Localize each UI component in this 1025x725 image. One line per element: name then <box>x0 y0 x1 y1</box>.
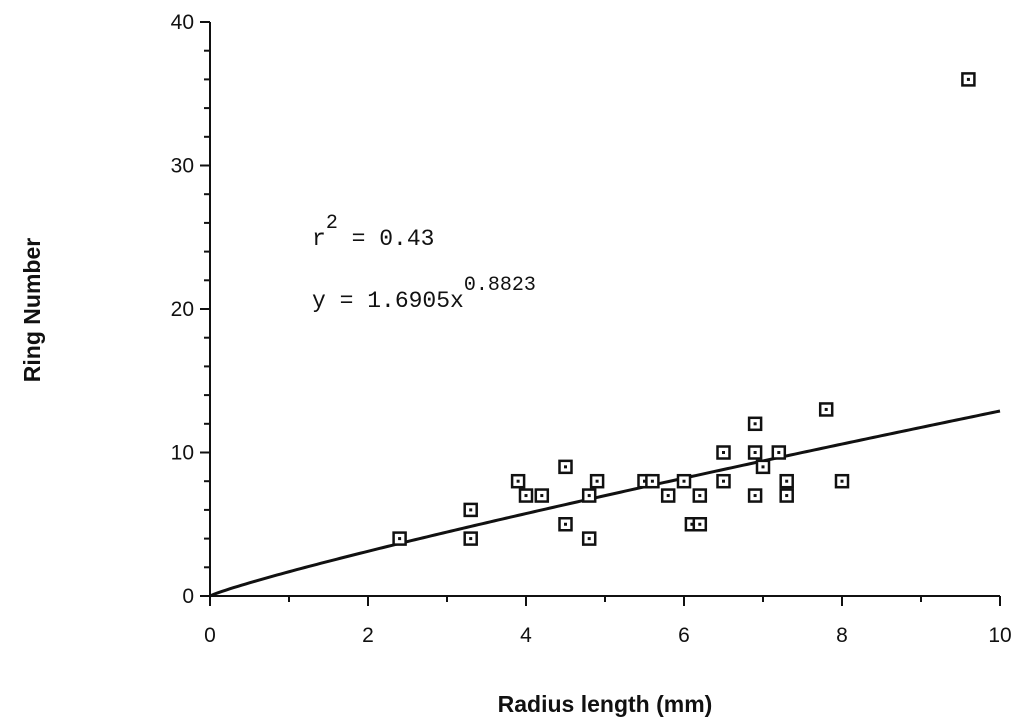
data-point <box>558 517 573 532</box>
fit-equation-exponent: 0.8823 <box>464 274 536 297</box>
point-center <box>469 508 473 512</box>
point-center <box>761 465 765 469</box>
point-center <box>966 77 970 81</box>
point-center <box>643 479 646 483</box>
data-point <box>392 531 407 546</box>
point-center <box>722 479 725 483</box>
point-center <box>650 479 654 483</box>
data-point <box>692 517 708 532</box>
x-axis-title: Radius length (mm) <box>498 691 713 717</box>
point-center <box>753 494 757 498</box>
fit-equation-base: y = 1.6905x <box>312 288 464 314</box>
y-tick-label: 30 <box>171 155 194 178</box>
point-center <box>824 407 828 411</box>
point-center <box>564 465 567 469</box>
point-center <box>587 537 591 541</box>
data-point <box>779 488 794 503</box>
point-center <box>524 494 528 498</box>
y-tick-label: 20 <box>171 298 194 321</box>
point-center <box>785 479 789 483</box>
point-center <box>722 451 725 454</box>
data-point <box>558 459 573 475</box>
y-tick-label: 10 <box>171 442 194 465</box>
fit-equation-annotation: y = 1.6905x0.8823 <box>312 274 536 314</box>
data-point <box>818 402 834 417</box>
point-center <box>595 479 599 483</box>
data-point <box>589 473 605 489</box>
data-point <box>716 445 731 460</box>
point-center <box>398 537 402 541</box>
data-point <box>534 488 550 503</box>
r-squared-superscript: 2 <box>326 212 338 235</box>
data-points <box>392 72 976 546</box>
point-center <box>753 422 757 426</box>
point-center <box>690 522 694 526</box>
data-point <box>581 531 597 546</box>
x-tick-label: 2 <box>362 624 374 647</box>
x-tick-label: 4 <box>520 624 532 647</box>
point-center <box>516 479 520 483</box>
data-point <box>747 488 763 503</box>
data-point <box>961 72 976 87</box>
data-point <box>692 488 708 503</box>
data-point <box>747 445 763 460</box>
x-tick-label: 6 <box>678 624 690 647</box>
ticks: 0 2 4 6 8 10 0 10 20 30 40 <box>171 11 1012 647</box>
data-point <box>463 502 478 518</box>
r-squared-base: r <box>312 226 326 252</box>
r-squared-value: = 0.43 <box>338 226 435 252</box>
point-center <box>469 537 473 541</box>
data-point <box>755 459 771 475</box>
data-point <box>660 488 676 503</box>
data-point <box>834 473 850 489</box>
point-center <box>785 494 789 498</box>
point-center <box>587 494 591 498</box>
data-point <box>463 531 478 546</box>
point-center <box>840 479 844 483</box>
data-point <box>510 473 526 489</box>
y-tick-label: 0 <box>182 585 194 608</box>
data-point <box>518 488 534 503</box>
y-tick-label: 40 <box>171 11 194 34</box>
data-point <box>645 473 660 489</box>
r-squared-annotation: r2 = 0.43 <box>312 212 434 252</box>
point-center <box>540 494 544 498</box>
x-tick-label: 0 <box>204 624 216 647</box>
data-point <box>747 416 763 432</box>
x-tick-label: 10 <box>988 624 1011 647</box>
point-center <box>777 451 781 454</box>
data-point <box>716 473 731 489</box>
point-center <box>698 494 702 498</box>
point-center <box>682 479 686 483</box>
data-point <box>779 473 794 489</box>
data-point <box>581 488 597 503</box>
fit-line-group <box>209 409 1001 598</box>
x-tick-label: 8 <box>836 624 848 647</box>
data-point <box>771 445 787 460</box>
point-center <box>698 522 702 526</box>
point-center <box>564 522 567 526</box>
y-axis-title: Ring Number <box>19 238 45 382</box>
point-center <box>666 494 670 498</box>
fit-curve <box>209 409 1001 598</box>
point-center <box>753 451 757 454</box>
data-point <box>676 473 692 489</box>
